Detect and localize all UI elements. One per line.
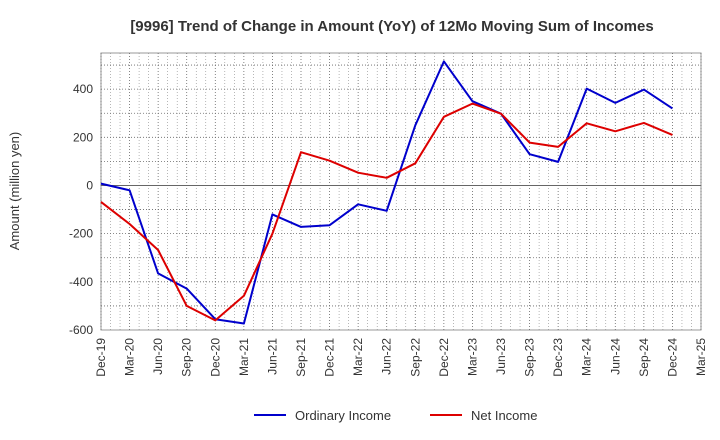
x-tick-label: Jun-24 bbox=[608, 338, 622, 375]
x-tick-label: Sep-22 bbox=[408, 338, 422, 377]
legend: Ordinary Income Net Income bbox=[254, 408, 537, 423]
plot-area: -600 -400 -200 0 200 400 Dec-19 Mar-20 Jun-20 Sep… bbox=[69, 52, 708, 377]
y-axis-label: Amount (million yen) bbox=[7, 132, 22, 251]
y-tick-label: -600 bbox=[69, 323, 93, 337]
x-tick-label: Mar-23 bbox=[465, 338, 479, 376]
x-tick-label: Dec-23 bbox=[551, 338, 565, 377]
x-tick-label: Dec-20 bbox=[208, 338, 222, 377]
x-tick-label: Jun-22 bbox=[380, 338, 394, 375]
x-tick-label: Jun-21 bbox=[265, 338, 279, 375]
x-tick-label: Mar-25 bbox=[694, 338, 708, 376]
x-tick-label: Mar-21 bbox=[237, 338, 251, 376]
x-tick-label: Dec-21 bbox=[323, 338, 337, 377]
x-tick-label: Jun-20 bbox=[151, 338, 165, 375]
x-tick-label: Mar-20 bbox=[123, 338, 137, 376]
x-tick-label: Jun-23 bbox=[494, 338, 508, 375]
chart-title: [9996] Trend of Change in Amount (YoY) o… bbox=[130, 18, 653, 35]
y-tick-label: -400 bbox=[69, 275, 93, 289]
x-tick-label: Dec-24 bbox=[665, 338, 679, 377]
y-tick-label: -200 bbox=[69, 227, 93, 241]
series-line-net-income bbox=[100, 102, 673, 322]
x-tick-label: Sep-24 bbox=[637, 338, 651, 377]
x-tick-label: Sep-23 bbox=[523, 338, 537, 377]
x-tick-label: Mar-24 bbox=[580, 338, 594, 376]
series-line-ordinary-income bbox=[100, 60, 673, 325]
legend-label: Ordinary Income bbox=[295, 408, 391, 423]
x-tick-label: Sep-21 bbox=[294, 338, 308, 377]
y-tick-label: 200 bbox=[73, 130, 93, 144]
legend-label: Net Income bbox=[471, 408, 537, 423]
x-tick-label: Mar-22 bbox=[351, 338, 365, 376]
x-tick-label: Sep-20 bbox=[180, 338, 194, 377]
y-tick-label: 400 bbox=[73, 82, 93, 96]
x-tick-label: Dec-19 bbox=[94, 338, 108, 377]
plot-frame bbox=[100, 52, 702, 331]
x-tick-label: Dec-22 bbox=[437, 338, 451, 377]
y-tick-label: 0 bbox=[86, 178, 93, 192]
